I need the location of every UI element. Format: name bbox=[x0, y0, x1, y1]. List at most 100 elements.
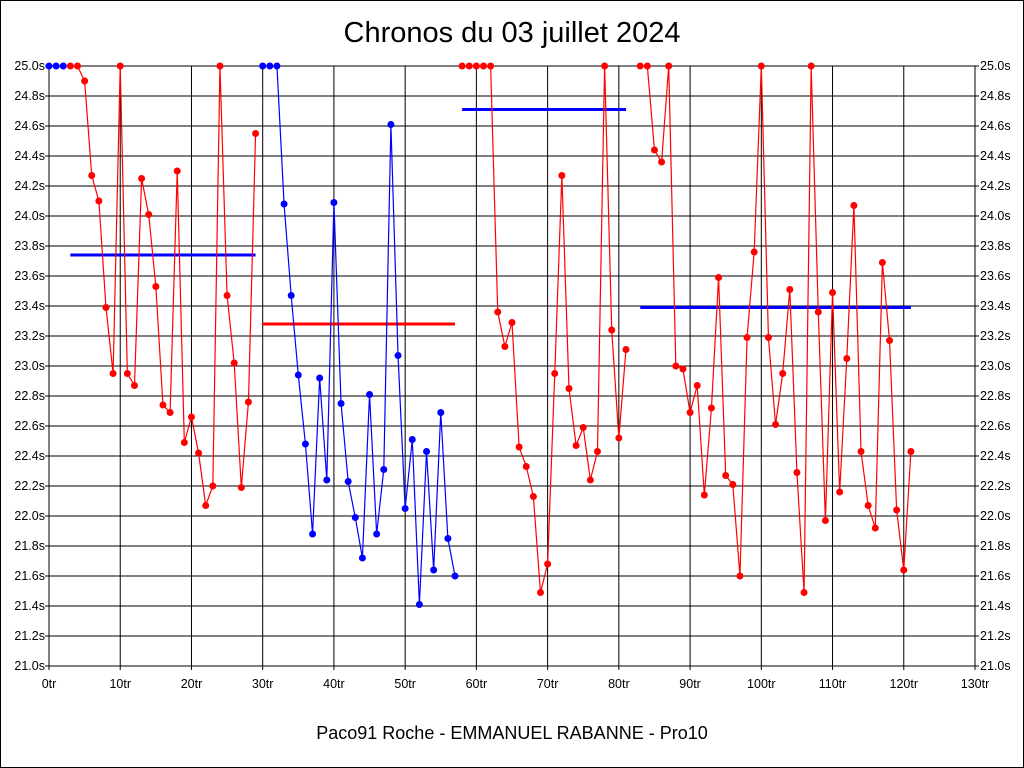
y-tick-label-right: 23.8s bbox=[980, 239, 1011, 253]
data-point bbox=[451, 572, 459, 580]
data-point bbox=[650, 146, 658, 154]
data-point bbox=[444, 535, 452, 542]
data-point bbox=[508, 319, 516, 326]
y-tick-label-right: 24.4s bbox=[980, 149, 1011, 163]
data-point bbox=[465, 62, 473, 70]
y-tick-label: 22.6s bbox=[14, 419, 45, 433]
data-point bbox=[59, 62, 67, 70]
data-point bbox=[280, 200, 288, 208]
data-point bbox=[551, 370, 559, 377]
y-tick-label: 21.2s bbox=[14, 629, 45, 643]
data-point bbox=[893, 506, 901, 514]
data-point bbox=[380, 466, 388, 473]
data-point bbox=[344, 478, 352, 485]
data-point bbox=[387, 121, 395, 128]
data-point bbox=[373, 530, 381, 538]
y-tick-label-right: 22.2s bbox=[980, 479, 1011, 493]
data-point bbox=[323, 476, 331, 484]
data-point bbox=[857, 448, 865, 455]
data-point bbox=[779, 370, 787, 377]
data-point bbox=[601, 62, 609, 70]
data-point bbox=[807, 62, 815, 70]
x-tick-label: 30tr bbox=[252, 677, 274, 691]
data-point bbox=[237, 484, 245, 491]
y-tick-label: 21.8s bbox=[14, 539, 45, 553]
data-point bbox=[565, 385, 573, 392]
data-point bbox=[529, 493, 537, 500]
y-tick-label-right: 23.4s bbox=[980, 299, 1011, 313]
data-point bbox=[159, 401, 167, 409]
data-point bbox=[722, 472, 730, 479]
y-tick-label-right: 21.6s bbox=[980, 569, 1011, 583]
x-tick-label: 0tr bbox=[42, 677, 57, 691]
y-tick-label: 22.4s bbox=[14, 449, 45, 463]
data-point bbox=[138, 175, 146, 182]
y-tick-label-right: 22.6s bbox=[980, 419, 1011, 433]
y-tick-label-right: 24.8s bbox=[980, 89, 1011, 103]
data-point bbox=[736, 572, 744, 580]
data-point bbox=[821, 517, 829, 524]
data-point bbox=[636, 62, 644, 70]
data-point bbox=[337, 400, 345, 407]
data-point bbox=[145, 211, 153, 218]
data-point bbox=[757, 62, 765, 70]
data-point bbox=[743, 334, 751, 341]
y-tick-label-right: 21.8s bbox=[980, 539, 1011, 553]
y-tick-label: 22.0s bbox=[14, 509, 45, 523]
x-tick-label: 40tr bbox=[323, 677, 345, 691]
y-tick-label: 21.0s bbox=[14, 659, 45, 673]
data-point bbox=[88, 172, 96, 179]
y-tick-label: 24.2s bbox=[14, 179, 45, 193]
data-point bbox=[814, 308, 822, 316]
data-point bbox=[586, 476, 594, 484]
y-tick-label: 24.6s bbox=[14, 119, 45, 133]
data-point bbox=[536, 589, 544, 596]
chart-title: Chronos du 03 juillet 2024 bbox=[343, 17, 681, 49]
x-tick-label: 60tr bbox=[466, 677, 488, 691]
x-tick-label: 90tr bbox=[679, 677, 701, 691]
data-point bbox=[116, 62, 124, 70]
data-point bbox=[515, 443, 523, 451]
data-point bbox=[608, 326, 616, 334]
data-point bbox=[864, 502, 872, 509]
data-point bbox=[287, 292, 295, 299]
data-point bbox=[230, 359, 238, 367]
data-point bbox=[665, 62, 673, 70]
data-point bbox=[886, 337, 894, 344]
data-point bbox=[423, 448, 431, 455]
x-tick-label: 20tr bbox=[181, 677, 203, 691]
data-point bbox=[494, 308, 502, 316]
data-point bbox=[458, 62, 466, 70]
y-tick-label: 23.4s bbox=[14, 299, 45, 313]
data-point bbox=[195, 449, 203, 457]
y-tick-label: 24.4s bbox=[14, 149, 45, 163]
data-point bbox=[764, 334, 772, 341]
y-tick-label-right: 25.0s bbox=[980, 59, 1011, 73]
data-point bbox=[266, 62, 274, 70]
y-tick-label: 24.8s bbox=[14, 89, 45, 103]
data-point bbox=[316, 374, 324, 382]
data-point bbox=[351, 514, 359, 521]
y-tick-label-right: 22.0s bbox=[980, 509, 1011, 523]
y-tick-label-right: 23.0s bbox=[980, 359, 1011, 373]
data-point bbox=[358, 554, 366, 562]
data-point bbox=[273, 62, 281, 70]
data-point bbox=[836, 488, 844, 496]
data-point bbox=[850, 202, 858, 209]
data-point bbox=[173, 167, 181, 175]
data-point bbox=[544, 560, 552, 568]
x-tick-label: 70tr bbox=[537, 677, 559, 691]
data-point bbox=[437, 409, 445, 416]
data-point bbox=[679, 365, 687, 373]
data-point bbox=[593, 448, 601, 455]
data-point bbox=[772, 421, 780, 428]
y-tick-label-right: 21.2s bbox=[980, 629, 1011, 643]
y-tick-label-right: 24.6s bbox=[980, 119, 1011, 133]
y-tick-label: 23.2s bbox=[14, 329, 45, 343]
y-tick-label-right: 22.4s bbox=[980, 449, 1011, 463]
data-point bbox=[615, 434, 623, 442]
data-point bbox=[715, 274, 723, 281]
data-point bbox=[501, 343, 509, 350]
